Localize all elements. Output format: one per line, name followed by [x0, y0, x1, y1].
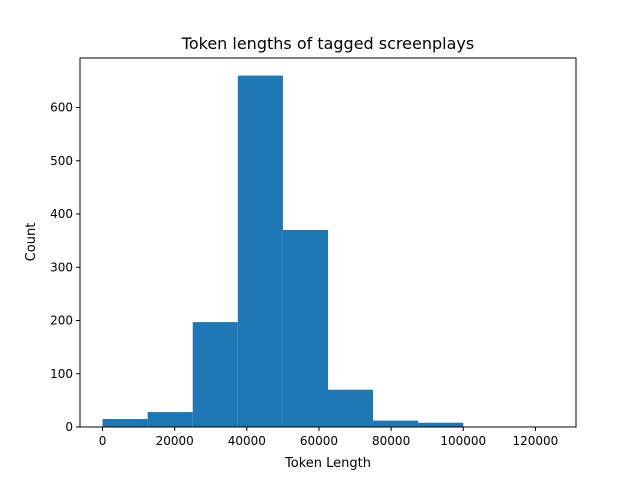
x-tick-label: 20000 — [156, 434, 194, 448]
histogram-bar — [282, 229, 328, 427]
histogram-bar — [102, 419, 148, 427]
x-tick-label: 80000 — [372, 434, 410, 448]
plot-frame — [79, 57, 577, 428]
histogram-bar — [147, 412, 193, 427]
histogram-bar — [237, 75, 283, 427]
x-tick-label: 0 — [99, 434, 107, 448]
y-axis-ticks: 0 100 200 300 400 500 600 — [50, 101, 80, 434]
x-axis-ticks: 0 20000 40000 60000 80000 100000 120000 — [99, 427, 559, 448]
histogram-bar — [192, 322, 238, 427]
y-tick-label: 0 — [65, 420, 73, 434]
y-axis-label: Count — [24, 223, 39, 262]
y-tick-label: 200 — [50, 314, 73, 328]
y-tick-label: 600 — [50, 101, 73, 115]
histogram-bar — [373, 420, 419, 427]
histogram-bar — [418, 422, 464, 427]
y-tick-label: 500 — [50, 154, 73, 168]
x-tick-label: 100000 — [440, 434, 486, 448]
chart-title: Token lengths of tagged screenplays — [181, 34, 474, 53]
y-tick-label: 300 — [50, 260, 73, 274]
bars-group — [102, 75, 464, 427]
x-axis-label: Token Length — [284, 456, 371, 471]
y-tick-label: 100 — [50, 367, 73, 381]
x-tick-label: 60000 — [300, 434, 338, 448]
y-tick-label: 400 — [50, 207, 73, 221]
histogram-bar — [328, 389, 374, 427]
x-tick-label: 120000 — [513, 434, 559, 448]
x-tick-label: 40000 — [228, 434, 266, 448]
